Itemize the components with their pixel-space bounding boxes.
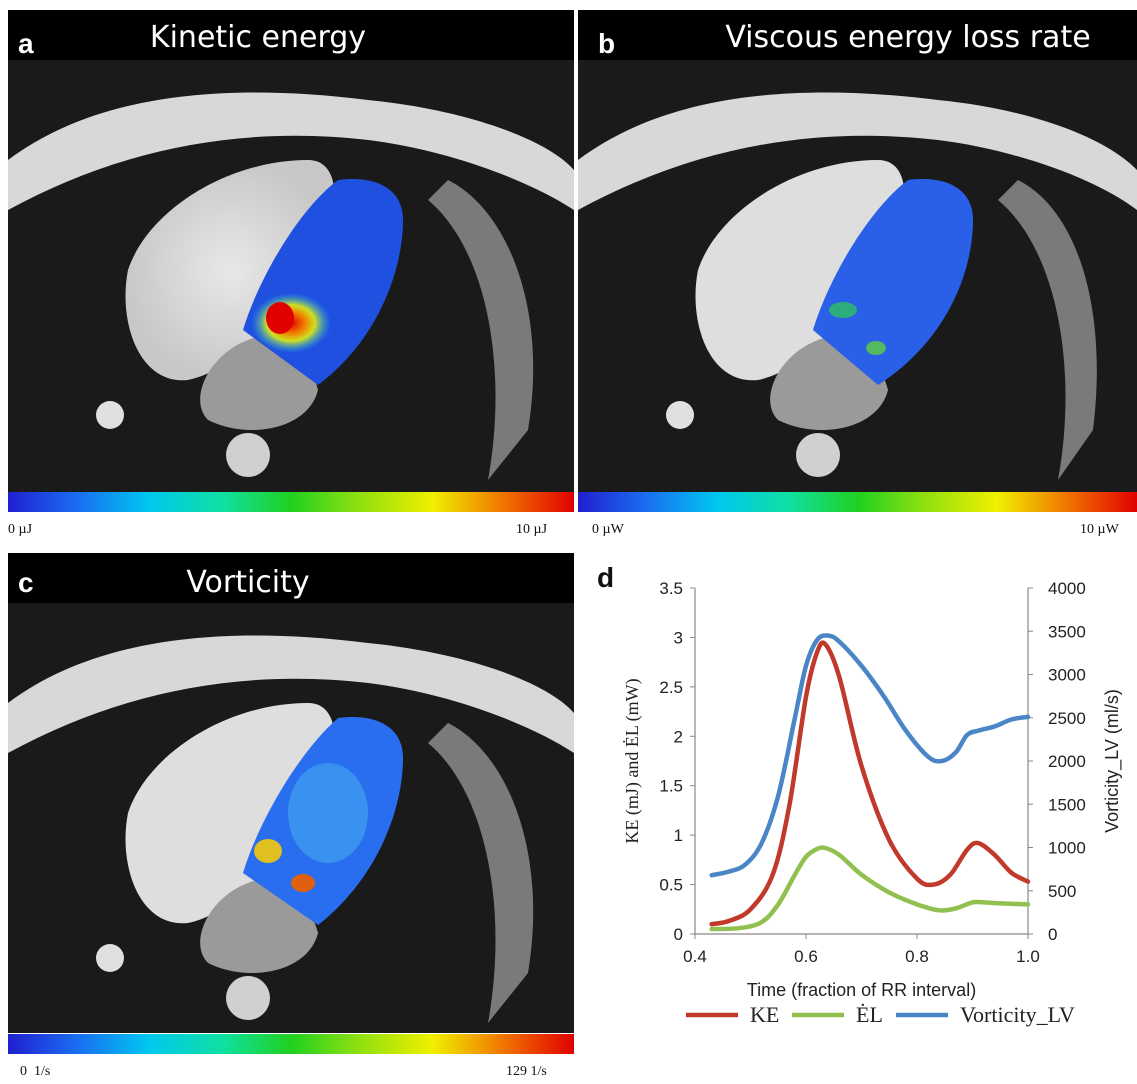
x-tick-label: 0.6 <box>794 947 818 966</box>
y-left-tick-label: 0.5 <box>659 876 683 895</box>
x-tick-label: 1.0 <box>1016 947 1040 966</box>
colorbar-a-min-label: 0 µJ <box>8 522 33 537</box>
y-right-tick-label: 2500 <box>1048 709 1086 728</box>
colorbar-b-max-label: 10 µW <box>1080 522 1119 537</box>
panel-title-a: Kinetic energy <box>149 20 367 55</box>
panel-title-b: Viscous energy loss rate <box>725 20 1091 55</box>
x-axis-label: Time (fraction of RR interval) <box>747 980 976 1000</box>
y-right-tick-label: 1000 <box>1048 839 1086 858</box>
mri-image-b <box>578 60 1137 492</box>
panel-b-mri-image: b Viscous energy loss rate <box>578 10 1137 492</box>
colorbar-c <box>8 1034 574 1054</box>
y-right-tick-label: 1500 <box>1048 795 1086 814</box>
colorbar-b-min-label: 0 µW <box>592 522 624 537</box>
panel-c-mri-image: c Vorticity <box>8 553 574 1033</box>
panel-title-c: Vorticity <box>186 565 310 600</box>
colorbar-b <box>578 492 1137 512</box>
series-line-L <box>709 845 1031 932</box>
series-line-KE <box>709 640 1031 927</box>
line-chart-panel-d: 0 0.5 1 1.5 2 2.5 3 3.5 0 500 1000 1500 2000 2500 3000… <box>622 579 1123 1027</box>
y-left-tick-label: 2.5 <box>659 678 683 697</box>
legend-label: Vorticity_LV <box>960 1002 1075 1027</box>
series-line-Vorticity_LV <box>709 633 1031 878</box>
y-right-tick-label: 500 <box>1048 882 1076 901</box>
mri-image-c <box>8 603 574 1033</box>
y-axis-left-label: KE (mJ) and ĖL (mW) <box>622 678 643 843</box>
mri-image-a <box>8 60 574 492</box>
x-tick-label: 0.4 <box>683 947 707 966</box>
y-right-tick-label: 3000 <box>1048 666 1086 685</box>
panel-letter-c: c <box>18 567 34 598</box>
y-left-tick-label: 1.5 <box>659 777 683 796</box>
colorbar-a <box>8 492 574 512</box>
legend-label: KE <box>750 1002 779 1027</box>
y-axis-right-label: Vorticity_LV (ml/s) <box>1102 689 1123 833</box>
colorbar-a-max-label: 10 µJ <box>516 522 548 537</box>
y-left-tick-label: 3.5 <box>659 579 683 598</box>
panel-letter-a: a <box>18 28 34 59</box>
panel-letter-d: d <box>597 562 615 593</box>
y-left-tick-label: 1 <box>674 826 683 845</box>
x-tick-label: 0.8 <box>905 947 929 966</box>
y-left-tick-label: 0 <box>674 925 683 944</box>
panel-a-mri-image: a Kinetic energy <box>8 10 574 492</box>
y-right-tick-label: 3500 <box>1048 622 1086 641</box>
colorbar-c-max-label: 129 1/s <box>506 1064 547 1079</box>
y-right-tick-label: 4000 <box>1048 579 1086 598</box>
y-right-tick-label: 2000 <box>1048 752 1086 771</box>
y-left-tick-label: 2 <box>674 727 683 746</box>
panel-letter-b: b <box>598 28 616 59</box>
y-left-tick-label: 3 <box>674 628 683 647</box>
y-right-tick-label: 0 <box>1048 925 1057 944</box>
colorbar-c-min-label: 0 1/s <box>20 1064 51 1079</box>
legend-label: ĖL <box>856 1002 883 1027</box>
